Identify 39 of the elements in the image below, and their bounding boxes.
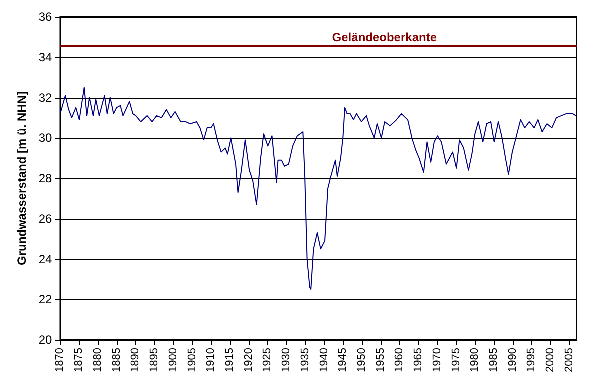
x-tick-label: 1925: [262, 348, 274, 372]
x-tick-label: 1980: [469, 348, 482, 372]
x-tick-label: 1910: [205, 348, 218, 372]
y-axis-title: Grundwasserstand [m ü. NHN]: [15, 91, 29, 266]
y-tick-label: 26: [38, 212, 53, 226]
x-tick-label: 1950: [356, 348, 368, 372]
x-tick-label: 1985: [488, 348, 500, 372]
x-tick-label: 1905: [186, 348, 198, 372]
x-tick-label: 2005: [563, 348, 576, 372]
x-tick-label: 1875: [73, 348, 86, 372]
y-tick-label: 34: [38, 50, 53, 64]
x-tick-label: 1900: [167, 348, 180, 372]
y-tick-label: 32: [38, 90, 53, 105]
x-tick-label: 2000: [544, 348, 557, 372]
x-tick-label: 1880: [92, 348, 104, 372]
x-tick-label: 1930: [280, 348, 293, 372]
x-tick-label: 1940: [318, 348, 330, 372]
y-tick-label: 36: [38, 10, 53, 24]
x-tick-label: 1945: [337, 348, 350, 372]
y-tick-label: 28: [38, 172, 53, 186]
x-tick-label: 1870: [54, 348, 66, 372]
y-tick-label: 22: [38, 292, 53, 307]
y-tick-label: 20: [38, 333, 53, 347]
ref-line-label: Geländeoberkante: [332, 30, 438, 44]
y-tick-label: 30: [38, 131, 53, 146]
x-tick-label: 1965: [412, 348, 425, 372]
x-tick-label: 1915: [224, 348, 236, 372]
x-tick-label: 1995: [526, 348, 538, 372]
x-tick-label: 1990: [506, 348, 519, 372]
x-tick-label: 1895: [148, 348, 161, 372]
x-tick-label: 1960: [394, 348, 406, 372]
x-tick-label: 1970: [431, 348, 444, 372]
x-tick-label: 1975: [450, 348, 462, 372]
x-tick-label: 1920: [242, 348, 255, 372]
x-tick-label: 1885: [110, 348, 123, 372]
x-tick-label: 1935: [299, 348, 312, 372]
x-tick-label: 1890: [130, 348, 142, 372]
x-tick-label: 1955: [374, 348, 387, 372]
y-tick-label: 24: [38, 252, 53, 266]
